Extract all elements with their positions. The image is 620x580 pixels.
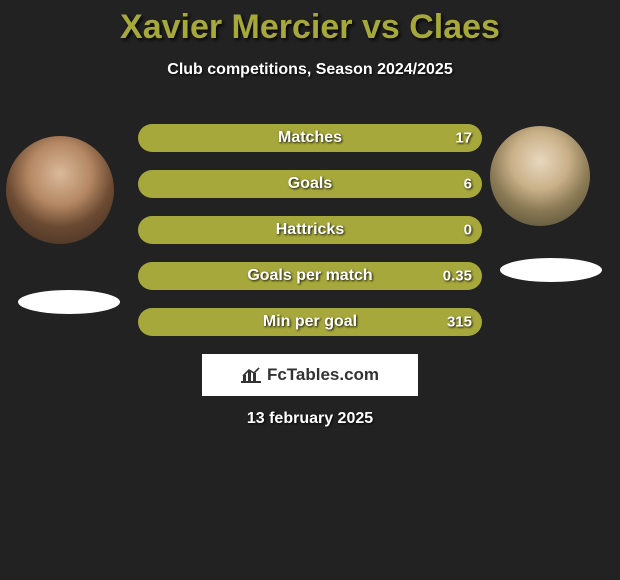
stat-bar-bg: [138, 308, 482, 336]
stat-bar-right-value: 17: [455, 130, 472, 147]
stat-bar: Matches17: [138, 124, 482, 152]
player-right-club-badge: [500, 258, 602, 282]
brand-text: FcTables.com: [267, 365, 379, 385]
stat-bar-right-value: 0.35: [443, 268, 472, 285]
stat-bar-right-value: 6: [464, 176, 472, 193]
stat-bar-right-value: 0: [464, 222, 472, 239]
player-right-avatar: [490, 126, 590, 226]
stat-bar-right-value: 315: [447, 314, 472, 331]
stats-bars: Matches17 Goals6 Hattricks0 Goals per match…: [138, 124, 482, 354]
stat-bar-bg: [138, 262, 482, 290]
stat-bar: Goals6: [138, 170, 482, 198]
page-title: Xavier Mercier vs Claes: [0, 0, 620, 47]
stat-bar: Goals per match0.35: [138, 262, 482, 290]
player-left-club-badge: [18, 290, 120, 314]
stat-bar: Hattricks0: [138, 216, 482, 244]
stat-bar-bg: [138, 124, 482, 152]
stat-bar-bg: [138, 170, 482, 198]
subtitle: Club competitions, Season 2024/2025: [0, 61, 620, 79]
brand-chart-icon: [241, 367, 261, 383]
player-left-avatar: [6, 136, 114, 244]
date-text: 13 february 2025: [0, 410, 620, 428]
brand-badge: FcTables.com: [202, 354, 418, 396]
stat-bar-bg: [138, 216, 482, 244]
stat-bar: Min per goal315: [138, 308, 482, 336]
